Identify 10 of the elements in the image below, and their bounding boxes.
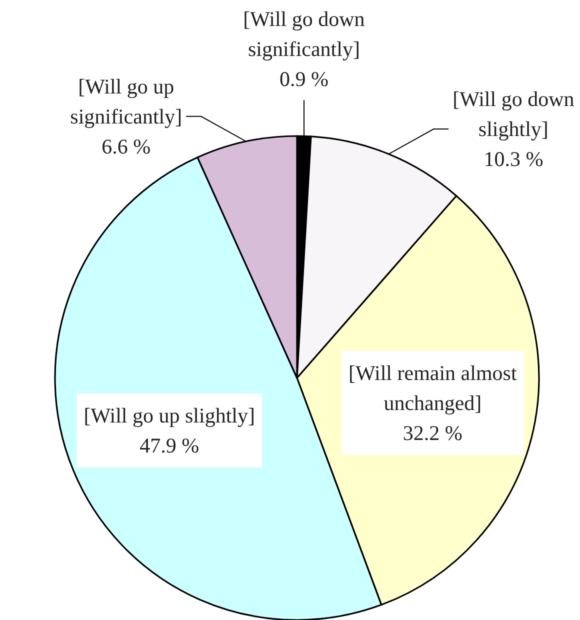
- data-label: 6.6 %: [102, 134, 151, 158]
- data-label: 32.2 %: [402, 420, 462, 445]
- slice-label: [Will go up slightly]: [84, 403, 256, 428]
- slice-label: [Will go down significantly]: [243, 7, 366, 62]
- slice-label: [Will remain almost unchanged]: [348, 360, 517, 415]
- slice-label: [Will go up significantly]: [70, 74, 182, 128]
- data-label: 47.9 %: [140, 433, 200, 458]
- data-label: 10.3 %: [484, 146, 544, 171]
- data-label: 0.9 %: [279, 67, 328, 92]
- slice-label: [Will go down slightly]: [452, 86, 575, 141]
